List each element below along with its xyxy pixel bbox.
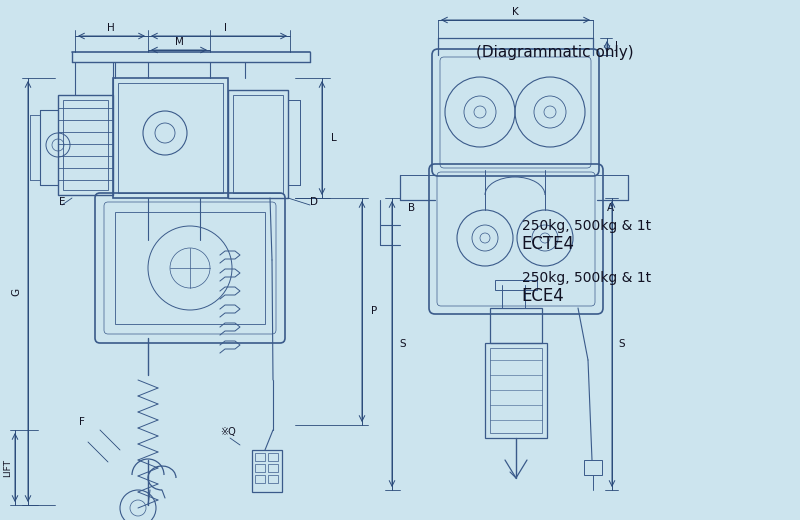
Text: L: L bbox=[331, 133, 337, 143]
Bar bbox=[268, 475, 278, 483]
Text: H: H bbox=[107, 23, 115, 33]
Text: ECTE4: ECTE4 bbox=[522, 236, 574, 253]
Text: K: K bbox=[512, 7, 518, 17]
Text: 250kg, 500kg & 1t: 250kg, 500kg & 1t bbox=[522, 271, 650, 285]
Bar bbox=[63, 100, 108, 190]
Text: G: G bbox=[11, 288, 21, 296]
Bar bbox=[113, 78, 228, 198]
Text: A: A bbox=[606, 203, 614, 213]
Text: B: B bbox=[409, 203, 415, 213]
Text: (Diagrammatic only): (Diagrammatic only) bbox=[476, 45, 634, 59]
Bar bbox=[118, 83, 223, 193]
Bar bbox=[255, 475, 265, 483]
Bar bbox=[490, 348, 542, 433]
Bar bbox=[495, 280, 537, 290]
Text: P: P bbox=[371, 306, 377, 316]
Text: I: I bbox=[223, 23, 226, 33]
Text: D: D bbox=[310, 197, 318, 207]
Text: 250kg, 500kg & 1t: 250kg, 500kg & 1t bbox=[522, 219, 650, 233]
Bar bbox=[233, 95, 283, 193]
Text: F: F bbox=[79, 417, 85, 427]
Bar bbox=[228, 90, 288, 198]
Bar bbox=[252, 450, 282, 492]
Bar bbox=[255, 453, 265, 461]
Text: ※Q: ※Q bbox=[220, 427, 236, 437]
Bar bbox=[584, 460, 602, 475]
Text: S: S bbox=[618, 339, 626, 349]
Bar bbox=[268, 464, 278, 472]
Bar bbox=[490, 308, 542, 343]
Text: ECE4: ECE4 bbox=[522, 288, 564, 305]
Text: M: M bbox=[174, 37, 183, 47]
Bar bbox=[268, 453, 278, 461]
Bar bbox=[115, 212, 265, 324]
Text: S: S bbox=[400, 339, 406, 349]
Bar bbox=[255, 464, 265, 472]
Bar bbox=[485, 343, 547, 438]
Text: E: E bbox=[58, 197, 66, 207]
Bar bbox=[58, 95, 113, 195]
Text: J: J bbox=[614, 41, 618, 51]
Text: LIFT: LIFT bbox=[3, 459, 13, 477]
